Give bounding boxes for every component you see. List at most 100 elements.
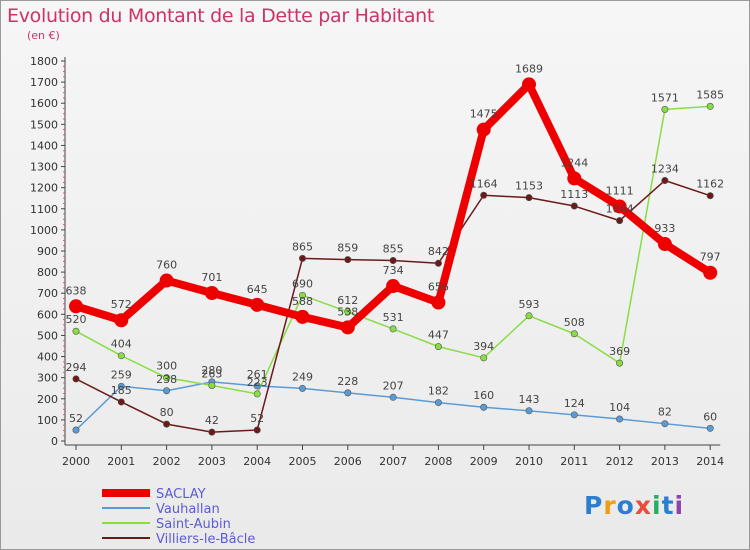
data-label-saclay: 656 — [428, 281, 449, 294]
legend-label-vauhallan: Vauhallan — [156, 502, 220, 517]
data-label-villiers-le-b-cle: 42 — [205, 414, 219, 427]
data-label-villiers-le-b-cle: 855 — [383, 243, 404, 256]
data-label-saint-aubin: 531 — [383, 311, 404, 324]
y-tick-label: 1000 — [30, 224, 58, 237]
x-tick-label: 2004 — [243, 455, 271, 468]
logo-letter: t — [661, 491, 675, 520]
data-label-vauhallan: 228 — [337, 375, 358, 388]
data-point-saint-aubin — [706, 102, 714, 110]
data-label-saint-aubin: 404 — [111, 338, 132, 351]
data-label-saint-aubin: 394 — [473, 340, 494, 353]
logo-letter: x — [634, 491, 652, 520]
data-label-saclay: 701 — [201, 271, 222, 284]
data-point-vauhallan — [570, 411, 578, 419]
x-tick-label: 2001 — [107, 455, 135, 468]
data-label-saint-aubin: 223 — [247, 376, 268, 389]
data-point-saint-aubin — [570, 330, 578, 338]
data-label-vauhallan: 261 — [247, 368, 268, 381]
data-point-saclay — [340, 320, 355, 335]
data-point-saint-aubin — [298, 291, 306, 299]
data-point-villiers-le-b-cle — [525, 194, 533, 202]
data-point-villiers-le-b-cle — [163, 420, 171, 428]
data-point-saint-aubin — [525, 312, 533, 320]
legend-label-saint-aubin: Saint-Aubin — [156, 517, 231, 532]
data-label-saclay: 538 — [337, 305, 358, 318]
y-tick-label: 800 — [37, 266, 58, 279]
data-point-vauhallan — [480, 403, 488, 411]
data-point-villiers-le-b-cle — [570, 202, 578, 210]
data-point-vauhallan — [163, 387, 171, 395]
legend-label-saclay: SACLAY — [156, 487, 206, 502]
data-point-vauhallan — [706, 424, 714, 432]
data-point-saclay — [522, 77, 536, 92]
data-label-villiers-le-b-cle: 185 — [111, 384, 132, 397]
data-point-vauhallan — [434, 399, 442, 407]
data-point-saclay — [159, 273, 174, 288]
y-tick-label: 500 — [37, 329, 58, 342]
x-tick-label: 2008 — [424, 455, 452, 468]
data-label-villiers-le-b-cle: 1113 — [560, 188, 588, 201]
data-point-villiers-le-b-cle — [661, 176, 669, 184]
data-label-villiers-le-b-cle: 52 — [250, 412, 264, 425]
data-label-villiers-le-b-cle: 294 — [66, 361, 87, 374]
data-point-vauhallan — [525, 407, 533, 415]
x-tick-label: 2014 — [696, 455, 724, 468]
data-point-saclay — [250, 297, 265, 312]
x-tick-label: 2012 — [606, 455, 634, 468]
data-label-villiers-le-b-cle: 1044 — [606, 203, 634, 216]
x-tick-label: 2002 — [153, 455, 181, 468]
data-label-villiers-le-b-cle: 1153 — [515, 180, 543, 193]
data-label-saint-aubin: 300 — [156, 360, 177, 373]
x-tick-label: 2010 — [515, 455, 543, 468]
data-label-vauhallan: 259 — [111, 368, 132, 381]
y-tick-label: 200 — [37, 393, 58, 406]
data-point-saint-aubin — [163, 374, 171, 382]
data-point-villiers-le-b-cle — [616, 217, 624, 225]
data-point-saint-aubin — [480, 354, 488, 362]
data-point-vauhallan — [344, 389, 352, 397]
data-label-saint-aubin: 520 — [66, 313, 87, 326]
data-label-villiers-le-b-cle: 859 — [337, 242, 358, 255]
y-tick-label: 400 — [37, 351, 58, 364]
legend-label-villiers-le-b-cle: Villiers-le-Bâcle — [156, 532, 255, 547]
x-tick-label: 2007 — [379, 455, 407, 468]
data-label-saclay: 734 — [383, 264, 404, 277]
data-point-vauhallan — [253, 382, 261, 390]
chart-title: Evolution du Montant de la Dette par Hab… — [7, 5, 435, 27]
data-label-villiers-le-b-cle: 1162 — [696, 178, 724, 191]
data-point-saint-aubin — [434, 343, 442, 351]
y-tick-label: 1800 — [30, 55, 58, 68]
data-label-vauhallan: 143 — [519, 393, 540, 406]
data-point-villiers-le-b-cle — [117, 398, 125, 406]
data-point-saint-aubin — [389, 325, 397, 333]
data-point-villiers-le-b-cle — [253, 426, 261, 434]
x-tick-label: 2006 — [334, 455, 362, 468]
data-point-villiers-le-b-cle — [389, 256, 397, 264]
data-label-vauhallan: 52 — [69, 412, 83, 425]
data-label-saint-aubin: 1571 — [651, 91, 679, 104]
y-tick-label: 1100 — [30, 203, 58, 216]
x-tick-label: 2003 — [198, 455, 226, 468]
y-tick-label: 1700 — [30, 76, 58, 89]
data-label-saint-aubin: 690 — [292, 277, 313, 290]
data-point-vauhallan — [298, 384, 306, 392]
data-label-vauhallan: 104 — [609, 401, 630, 414]
data-point-saint-aubin — [661, 105, 669, 113]
data-point-saclay — [657, 237, 672, 252]
data-point-saint-aubin — [72, 327, 80, 335]
data-label-villiers-le-b-cle: 1164 — [470, 177, 498, 190]
data-point-saclay — [476, 122, 491, 137]
logo-letter: i — [674, 491, 685, 520]
data-label-saint-aubin: 593 — [519, 298, 540, 311]
data-label-saclay: 933 — [654, 222, 675, 235]
data-point-saint-aubin — [616, 359, 624, 367]
data-label-saclay: 797 — [700, 251, 721, 264]
logo-letter: r — [603, 491, 617, 520]
data-point-vauhallan — [117, 382, 125, 390]
data-label-saint-aubin: 612 — [337, 294, 358, 307]
data-label-saint-aubin: 1585 — [696, 88, 724, 101]
x-tick-label: 2009 — [470, 455, 498, 468]
data-point-villiers-le-b-cle — [344, 256, 352, 264]
data-label-vauhallan: 207 — [383, 379, 404, 392]
data-point-saint-aubin — [208, 381, 216, 389]
